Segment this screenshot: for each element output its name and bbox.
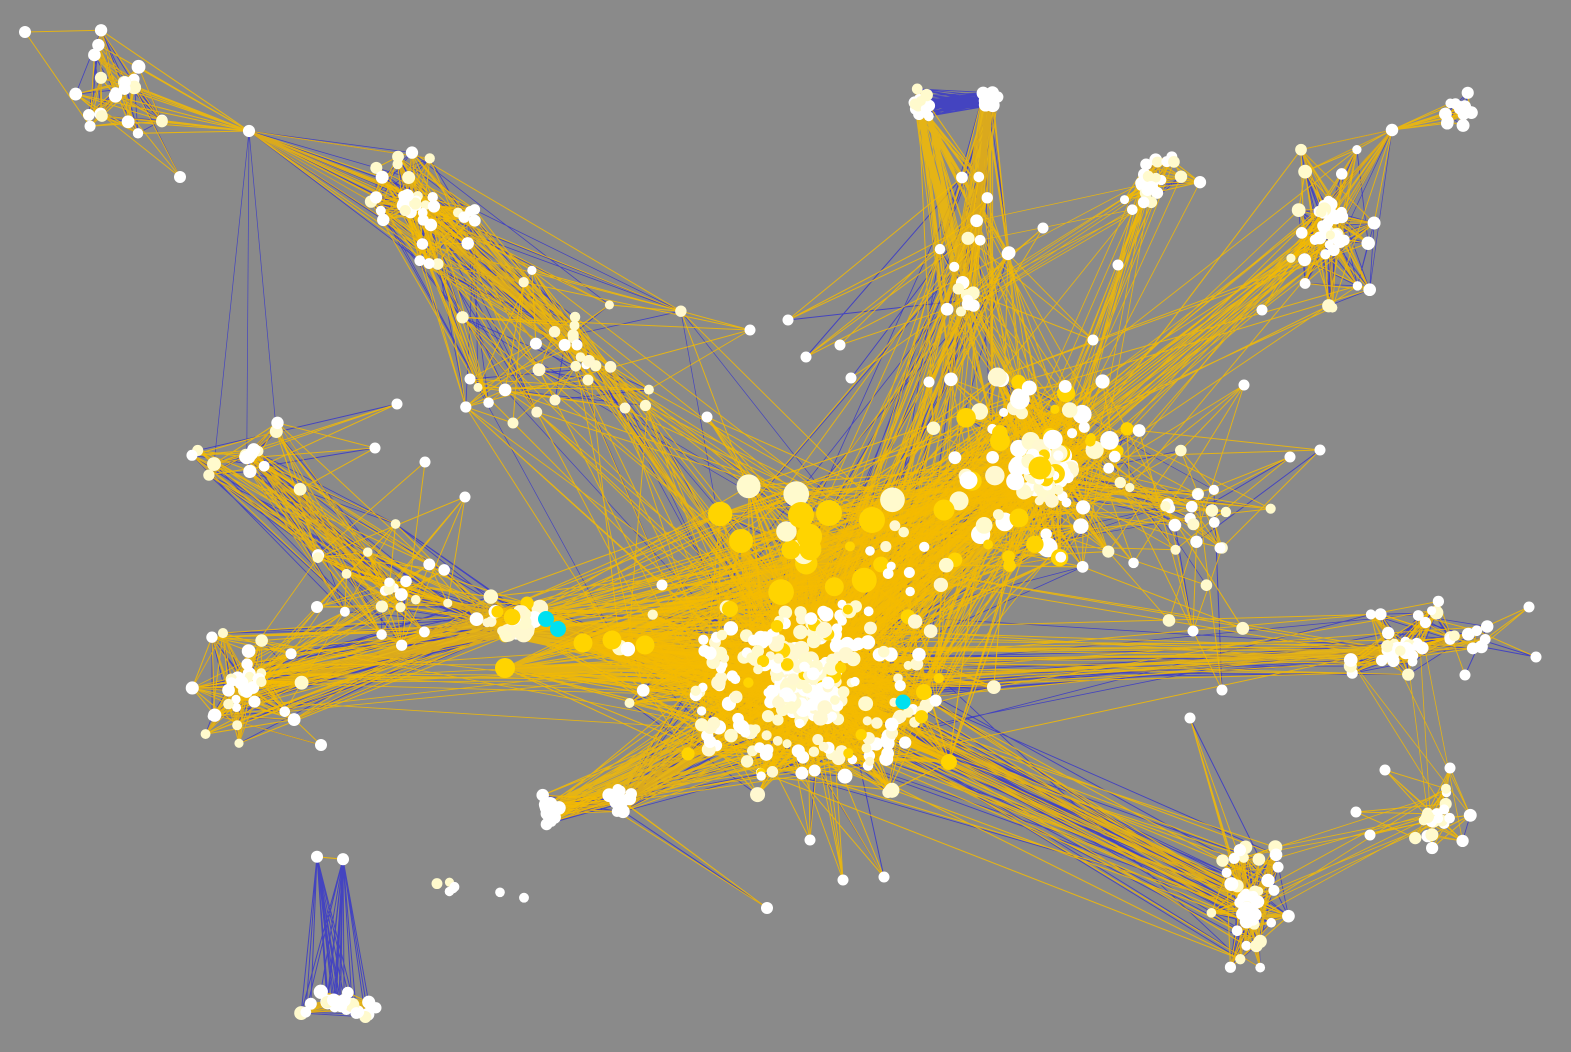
graph-canvas[interactable]	[0, 0, 1571, 1052]
network-graph-visualization[interactable]	[0, 0, 1571, 1052]
